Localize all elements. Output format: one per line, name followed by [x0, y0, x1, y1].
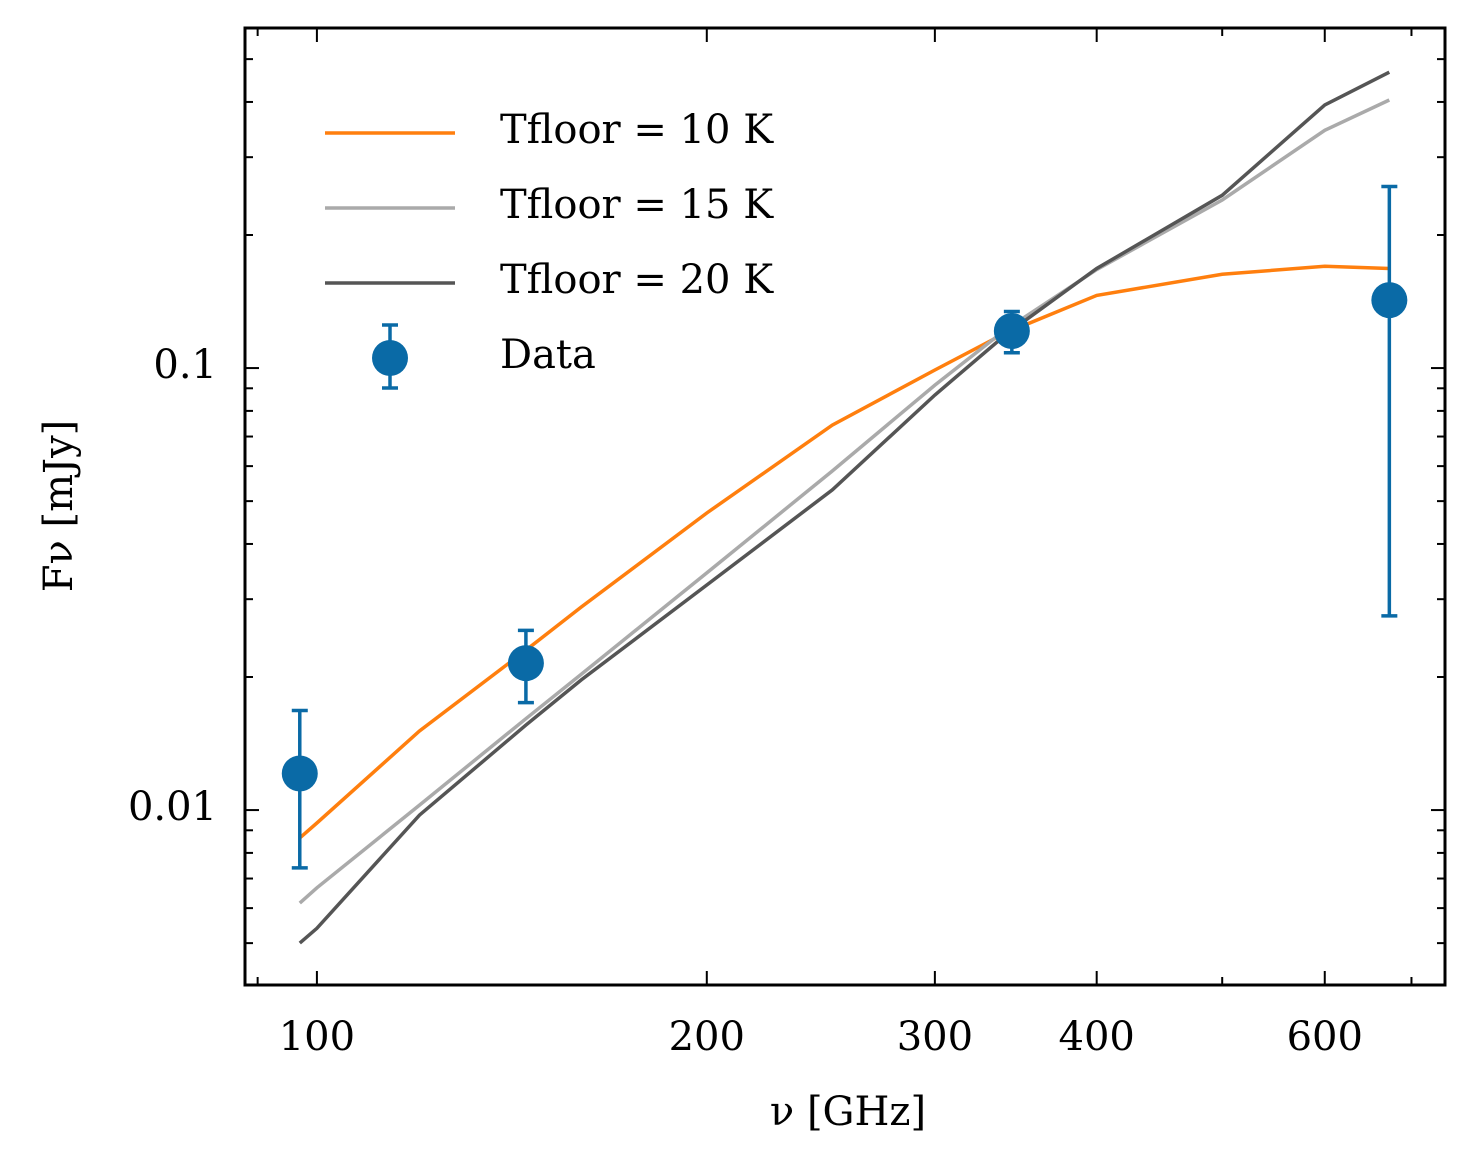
x-axis-label: ν [GHz]	[770, 1089, 926, 1135]
legend-label: Tfloor = 15 K	[500, 182, 774, 228]
legend-label: Tfloor = 10 K	[500, 107, 774, 153]
plot-frame	[243, 26, 1447, 987]
series-line	[298, 264, 1390, 840]
x-tick-label: 400	[1059, 1014, 1135, 1060]
legend-label: Data	[500, 332, 596, 378]
series-line	[298, 98, 1391, 905]
data-point	[993, 312, 1030, 349]
y-tick-label: 0.01	[128, 784, 217, 830]
x-tick-label: 100	[279, 1014, 355, 1060]
data-point	[281, 755, 318, 792]
y-axis-label: Fν [mJy]	[36, 420, 82, 593]
data-point	[507, 645, 544, 682]
series-line	[298, 70, 1391, 945]
x-tick-label: 200	[669, 1014, 745, 1060]
x-tick-label: 600	[1287, 1014, 1363, 1060]
data-point	[1371, 282, 1408, 319]
legend-swatch	[372, 340, 408, 376]
y-tick-label: 0.1	[153, 342, 217, 388]
legend-label: Tfloor = 20 K	[500, 257, 774, 303]
x-tick-label: 300	[897, 1014, 973, 1060]
